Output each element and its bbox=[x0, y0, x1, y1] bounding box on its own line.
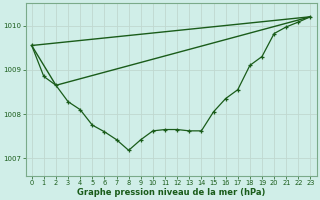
X-axis label: Graphe pression niveau de la mer (hPa): Graphe pression niveau de la mer (hPa) bbox=[77, 188, 265, 197]
